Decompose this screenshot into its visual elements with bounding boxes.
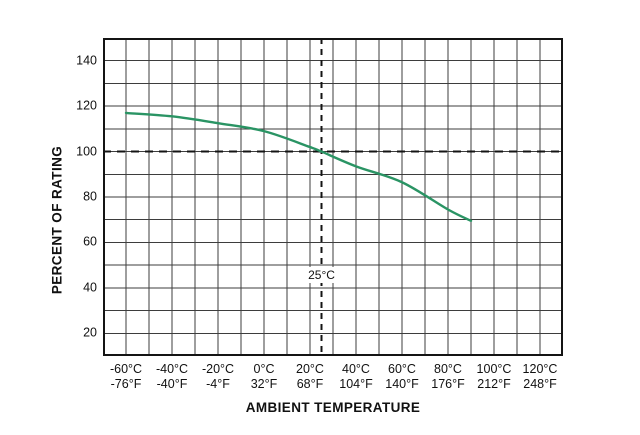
x-tick-label: 20°C 68°F bbox=[296, 362, 324, 392]
x-tick-celsius: 120°C bbox=[522, 362, 558, 376]
x-tick-fahrenheit: 68°F bbox=[296, 377, 324, 391]
x-tick-fahrenheit: 248°F bbox=[523, 377, 557, 391]
x-tick-celsius: 40°C bbox=[342, 362, 370, 376]
x-tick-fahrenheit: 176°F bbox=[431, 377, 465, 391]
x-tick-fahrenheit: -40°F bbox=[156, 377, 188, 391]
x-tick-label: 40°C 104°F bbox=[339, 362, 373, 392]
y-axis-title: PERCENT OF RATING bbox=[49, 145, 65, 295]
y-tick-label: 80 bbox=[83, 189, 97, 204]
x-tick-fahrenheit: 104°F bbox=[339, 377, 373, 391]
plot-area bbox=[103, 38, 563, 356]
x-tick-celsius: -20°C bbox=[201, 362, 235, 376]
y-tick-label: 60 bbox=[83, 234, 97, 249]
x-tick-label: 120°C 248°F bbox=[523, 362, 558, 392]
x-tick-celsius: 20°C bbox=[296, 362, 324, 376]
x-tick-label: 100°C 212°F bbox=[477, 362, 512, 392]
x-tick-celsius: 80°C bbox=[434, 362, 462, 376]
x-tick-celsius: 60°C bbox=[388, 362, 416, 376]
x-tick-fahrenheit: 140°F bbox=[385, 377, 419, 391]
x-tick-celsius: 100°C bbox=[476, 362, 512, 376]
y-tick-label: 140 bbox=[76, 53, 97, 68]
x-tick-fahrenheit: 212°F bbox=[477, 377, 511, 391]
x-tick-label: 60°C 140°F bbox=[385, 362, 419, 392]
y-tick-label: 20 bbox=[83, 325, 97, 340]
y-tick-label: 100 bbox=[76, 144, 97, 159]
x-tick-fahrenheit: -76°F bbox=[110, 377, 142, 391]
x-tick-label: 0°C 32°F bbox=[251, 362, 278, 392]
x-tick-fahrenheit: -4°F bbox=[206, 377, 230, 391]
y-tick-label: 40 bbox=[83, 280, 97, 295]
x-tick-label: -40°C -40°F bbox=[156, 362, 188, 392]
plot-border bbox=[103, 38, 563, 356]
x-tick-label: 80°C 176°F bbox=[431, 362, 465, 392]
x-tick-celsius: -40°C bbox=[155, 362, 189, 376]
x-axis-title: AMBIENT TEMPERATURE bbox=[245, 400, 421, 415]
annotation-25c: 25°C bbox=[305, 267, 338, 284]
derating-curve bbox=[124, 111, 473, 223]
x-tick-celsius: -60°C bbox=[109, 362, 143, 376]
y-tick-label: 120 bbox=[76, 98, 97, 113]
x-tick-label: -60°C -76°F bbox=[110, 362, 142, 392]
x-tick-celsius: 0°C bbox=[253, 362, 275, 376]
x-tick-label: -20°C -4°F bbox=[202, 362, 234, 392]
x-tick-fahrenheit: 32°F bbox=[250, 377, 278, 391]
